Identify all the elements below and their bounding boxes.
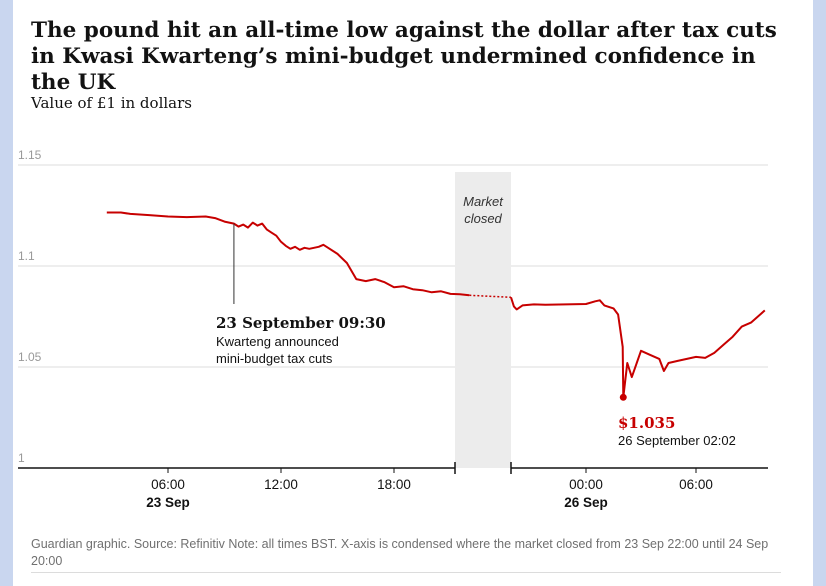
gridlines: [18, 164, 768, 368]
market-closed-label-line1: Market: [463, 194, 504, 209]
y-tick-label: 1.1: [18, 249, 35, 263]
x-tick-label: 18:00: [377, 477, 411, 492]
x-tick-label: 06:00: [679, 477, 713, 492]
series-line-before-close: [106, 211, 470, 297]
x-date-label: 23 Sep: [146, 495, 190, 510]
y-tick-label: 1: [18, 451, 25, 465]
y-tick-labels: 1.15 1.1 1.05 1: [18, 148, 42, 465]
chart-title: The pound hit an all-time low against th…: [31, 18, 777, 95]
footer-rule: [31, 572, 781, 573]
x-date-label: 26 Sep: [564, 495, 608, 510]
chart-card: The pound hit an all-time low against th…: [13, 0, 813, 586]
announcement-time-label: 23 September 09:30: [216, 314, 386, 332]
market-closed-label-line2: closed: [464, 211, 502, 226]
source-note: Guardian graphic. Source: Refinitiv Note…: [31, 537, 769, 568]
y-axis-unit-label: Value of £1 in dollars: [31, 94, 192, 112]
announcement-text-line1: Kwarteng announced: [216, 334, 339, 349]
x-tick-label: 00:00: [569, 477, 603, 492]
low-value-label: $1.035: [618, 414, 675, 432]
series-line-after-close: [510, 296, 766, 399]
x-tick-label: 12:00: [264, 477, 298, 492]
line-chart: Market closed 1.15 1.1 1.05 1 23 September …: [18, 148, 768, 510]
x-tick-label: 06:00: [151, 477, 185, 492]
low-time-label: 26 September 02:02: [618, 433, 736, 448]
low-point-marker: [619, 393, 627, 401]
y-tick-label: 1.05: [18, 350, 42, 364]
market-closed-shade: [455, 172, 511, 468]
series-gbp-usd: [106, 211, 766, 399]
x-axis: 06:00 23 Sep 12:00 18:00 00:00 26 Sep 06:00: [18, 462, 768, 510]
closed-period-connector: [469, 294, 512, 299]
y-tick-label: 1.15: [18, 148, 42, 162]
announcement-text-line2: mini-budget tax cuts: [216, 351, 333, 366]
